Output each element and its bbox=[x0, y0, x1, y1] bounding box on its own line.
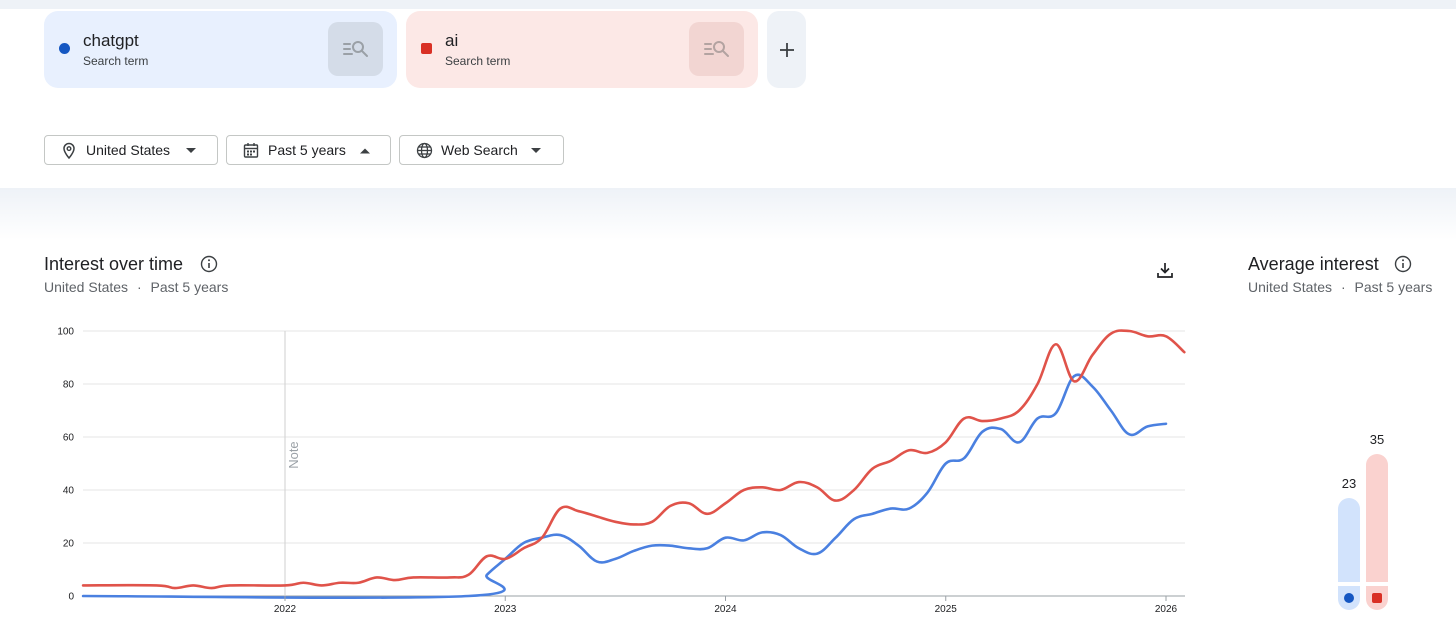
term-name[interactable]: ai bbox=[445, 31, 459, 50]
timeframe-filter[interactable]: Past 5 years bbox=[226, 135, 391, 165]
subtitle-timeframe: Past 5 years bbox=[150, 279, 229, 295]
average-interest-chart: 23 35 bbox=[1320, 350, 1420, 620]
x-tick-label: 2024 bbox=[714, 604, 737, 615]
location-pin-icon bbox=[63, 142, 75, 160]
chatgpt-color-dot bbox=[1344, 593, 1354, 603]
average-marker-ai bbox=[1366, 586, 1388, 610]
term-type-label: Search term bbox=[83, 54, 149, 68]
term-type-label: Search term bbox=[445, 54, 511, 68]
term-card-ai[interactable]: ai Search term bbox=[406, 11, 758, 88]
average-value-chatgpt: 23 bbox=[1341, 475, 1357, 491]
chevron-up-icon bbox=[360, 148, 370, 154]
ai-color-square bbox=[421, 43, 432, 54]
average-bar-chatgpt[interactable] bbox=[1338, 497, 1360, 582]
search-terms-panel: chatgpt Search term ai Search term bbox=[0, 0, 1456, 188]
average-interest-subtitle: United States · Past 5 years bbox=[1248, 279, 1432, 295]
series-line-chatgpt[interactable] bbox=[81, 373, 1168, 599]
y-tick-label: 40 bbox=[63, 486, 75, 497]
download-icon[interactable] bbox=[1156, 261, 1174, 279]
subtitle-separator: · bbox=[1340, 279, 1346, 295]
y-tick-label: 60 bbox=[63, 433, 75, 444]
timeframe-filter-label: Past 5 years bbox=[268, 142, 346, 158]
info-icon[interactable] bbox=[1394, 255, 1412, 273]
average-interest-title: Average interest bbox=[1248, 254, 1379, 274]
series-line-ai[interactable] bbox=[81, 329, 1186, 590]
property-filter-label: Web Search bbox=[441, 142, 518, 158]
x-tick-label: 2022 bbox=[274, 604, 297, 615]
x-tick-label: 2023 bbox=[494, 604, 517, 615]
y-tick-label: 20 bbox=[63, 539, 75, 550]
property-filter[interactable]: Web Search bbox=[399, 135, 564, 165]
note-label[interactable]: Note bbox=[286, 441, 301, 468]
subtitle-location: United States bbox=[1248, 279, 1333, 295]
average-marker-chatgpt bbox=[1338, 586, 1360, 610]
location-filter[interactable]: United States bbox=[44, 135, 218, 165]
top-strip bbox=[0, 0, 1456, 9]
ai-color-square bbox=[1372, 593, 1382, 603]
x-tick-label: 2025 bbox=[935, 604, 958, 615]
y-tick-label: 0 bbox=[68, 592, 74, 603]
interest-over-time-subtitle: United States · Past 5 years bbox=[44, 279, 228, 295]
subtitle-location: United States bbox=[44, 279, 129, 295]
section-divider-shadow bbox=[0, 188, 1456, 240]
chatgpt-color-dot bbox=[59, 43, 70, 54]
search-list-icon bbox=[342, 41, 368, 57]
plus-icon bbox=[779, 42, 794, 57]
search-list-icon bbox=[703, 41, 729, 57]
x-tick-label: 2026 bbox=[1155, 604, 1178, 615]
search-suggestions-button[interactable] bbox=[328, 22, 383, 76]
globe-icon bbox=[416, 142, 433, 159]
chevron-down-icon bbox=[531, 148, 541, 153]
average-value-ai: 35 bbox=[1369, 432, 1385, 447]
interest-over-time-chart: Note 0 20 40 60 80 100 2022 2023 2024 2025 2026 bbox=[57, 327, 1186, 615]
interest-over-time-title: Interest over time bbox=[44, 254, 184, 274]
chevron-down-icon bbox=[186, 148, 196, 153]
average-bar-ai[interactable] bbox=[1366, 454, 1388, 582]
info-icon[interactable] bbox=[200, 255, 218, 273]
y-tick-label: 100 bbox=[57, 327, 74, 338]
term-card-chatgpt[interactable]: chatgpt Search term bbox=[44, 11, 397, 88]
term-name[interactable]: chatgpt bbox=[83, 31, 139, 50]
y-tick-label: 80 bbox=[63, 380, 75, 391]
calendar-icon bbox=[243, 143, 259, 158]
location-filter-label: United States bbox=[86, 142, 171, 158]
subtitle-timeframe: Past 5 years bbox=[1354, 279, 1433, 295]
search-suggestions-button[interactable] bbox=[689, 22, 744, 76]
add-comparison-button[interactable] bbox=[767, 11, 806, 88]
subtitle-separator: · bbox=[136, 279, 142, 295]
